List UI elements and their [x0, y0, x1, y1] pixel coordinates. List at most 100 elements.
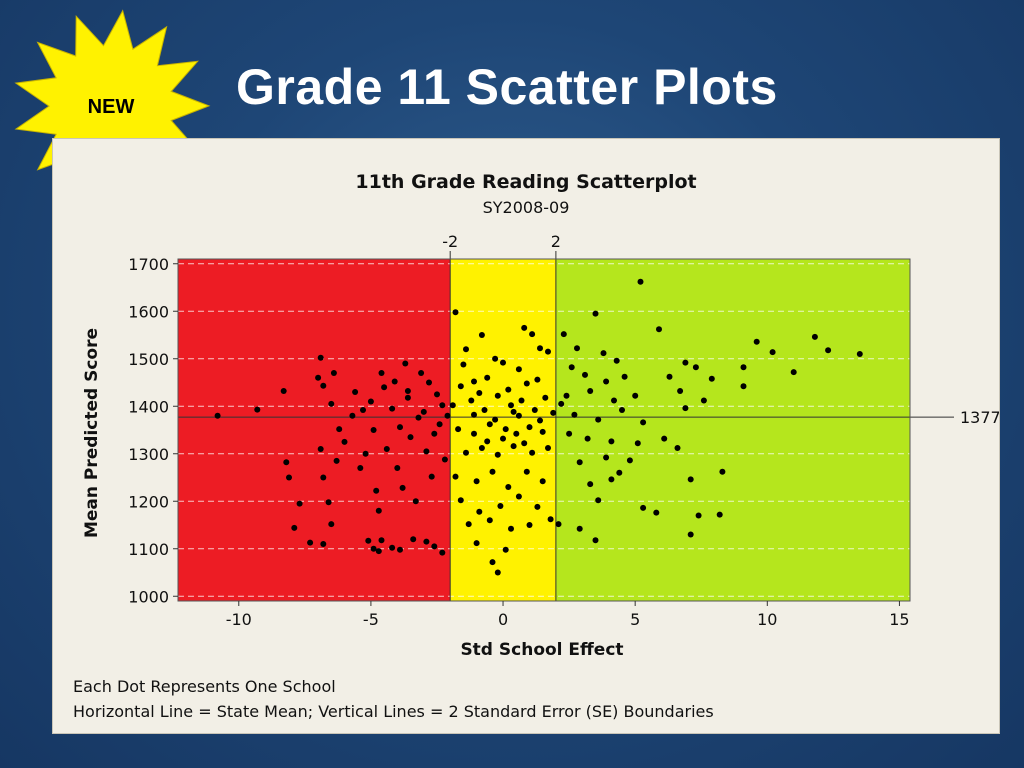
scatter-point	[473, 478, 480, 485]
scatter-point	[378, 537, 385, 544]
scatter-point	[473, 540, 480, 547]
scatter-point	[508, 525, 514, 532]
axes: -10 -5 0 5 10 15 1000 1100 1200 1300 1400 1500 1600 1…	[128, 255, 909, 629]
scatter-point	[394, 465, 401, 471]
scatter-point	[682, 405, 689, 412]
scatter-point	[687, 531, 694, 538]
scatter-point	[523, 468, 530, 475]
scatter-point	[471, 411, 477, 418]
scatter-point	[508, 402, 514, 409]
scatter-point	[492, 355, 499, 362]
scatter-point	[603, 378, 610, 385]
scatter-point	[362, 450, 369, 457]
scatter-point	[529, 331, 536, 338]
scatter-point	[407, 434, 414, 441]
scatter-point	[510, 408, 517, 415]
scatter-point	[397, 424, 403, 431]
scatter-point	[700, 397, 707, 404]
scatter-point	[571, 411, 578, 418]
scatter-point	[317, 354, 324, 361]
scatter-point	[510, 443, 517, 450]
scatter-point	[576, 459, 583, 466]
scatter-point	[349, 412, 356, 419]
scatter-point	[373, 487, 380, 494]
scatter-point	[412, 498, 419, 505]
scatter-point	[521, 324, 528, 331]
x-tick-label: 5	[630, 610, 640, 629]
scatter-point	[492, 416, 499, 423]
scatter-point	[486, 421, 493, 428]
footnote-2: Horizontal Line = State Mean; Vertical L…	[73, 702, 714, 721]
scatter-point	[640, 504, 647, 511]
scatter-point	[431, 430, 438, 437]
x-tick-label: 15	[889, 610, 909, 629]
scatter-point	[478, 445, 485, 451]
scatter-point	[550, 409, 557, 416]
scatter-point	[375, 548, 382, 555]
scatter-point	[352, 389, 359, 395]
footnote-1: Each Dot Represents One School	[73, 677, 336, 696]
scatter-point	[666, 373, 673, 380]
scatter-point	[325, 499, 332, 506]
scatter-point	[381, 384, 388, 391]
scatter-point	[600, 350, 607, 357]
scatter-point	[389, 405, 396, 412]
scatter-point	[465, 521, 472, 528]
scatter-point	[653, 509, 660, 516]
scatter-point	[576, 525, 583, 532]
plot-frame	[177, 258, 911, 602]
y-tick-label: 1200	[128, 492, 169, 511]
scatter-point	[692, 364, 699, 371]
scatter-point	[542, 394, 549, 401]
scatter-point	[439, 402, 446, 409]
scatter-point	[367, 398, 374, 405]
scatter-point	[529, 449, 536, 456]
scatter-point	[280, 388, 287, 394]
scatter-point	[341, 438, 348, 445]
scatter-point	[320, 382, 327, 389]
scatter-point	[566, 430, 573, 437]
scatter-point	[560, 331, 567, 338]
scatter-point	[656, 326, 662, 333]
scatter-point	[484, 438, 491, 445]
scatter-point	[640, 419, 647, 426]
scatter-point	[460, 361, 467, 368]
scatter-point	[494, 392, 501, 399]
y-tick-label: 1100	[128, 540, 169, 559]
state-mean-label: 1377	[960, 408, 999, 427]
scatter-point	[481, 407, 488, 413]
scatter-point	[415, 414, 422, 421]
scatter-point	[478, 332, 485, 338]
scatter-point	[452, 309, 459, 316]
scatter-point	[360, 407, 366, 413]
zone-backgrounds	[178, 259, 910, 601]
scatter-point	[740, 383, 747, 390]
scatter-point	[716, 511, 723, 518]
scatter-point	[418, 370, 425, 376]
scatter-point	[521, 440, 528, 447]
scatter-point	[708, 375, 715, 382]
scatter-point	[494, 451, 501, 458]
scatter-point	[502, 546, 509, 553]
scatter-point	[825, 347, 832, 354]
scatter-point	[333, 457, 340, 464]
scatter-point	[328, 400, 335, 407]
y-tick-label: 1600	[128, 302, 169, 321]
scatter-points	[214, 278, 863, 576]
scatter-point	[486, 517, 493, 524]
scatter-point	[365, 537, 372, 544]
x-tick-label: -10	[226, 610, 252, 629]
scatter-point	[484, 374, 491, 381]
x-tick-label: 10	[757, 610, 777, 629]
scatter-point	[574, 345, 580, 352]
scatter-point	[404, 388, 411, 394]
scatter-point	[317, 446, 324, 452]
scatter-point	[320, 474, 327, 481]
scatter-point	[423, 448, 430, 455]
scatter-point	[613, 357, 620, 364]
scatter-point	[568, 364, 575, 371]
scatter-point	[320, 541, 327, 547]
scatter-point	[357, 465, 364, 471]
se-boundary-lines: -2 2	[442, 232, 561, 601]
scatter-point	[471, 378, 477, 385]
